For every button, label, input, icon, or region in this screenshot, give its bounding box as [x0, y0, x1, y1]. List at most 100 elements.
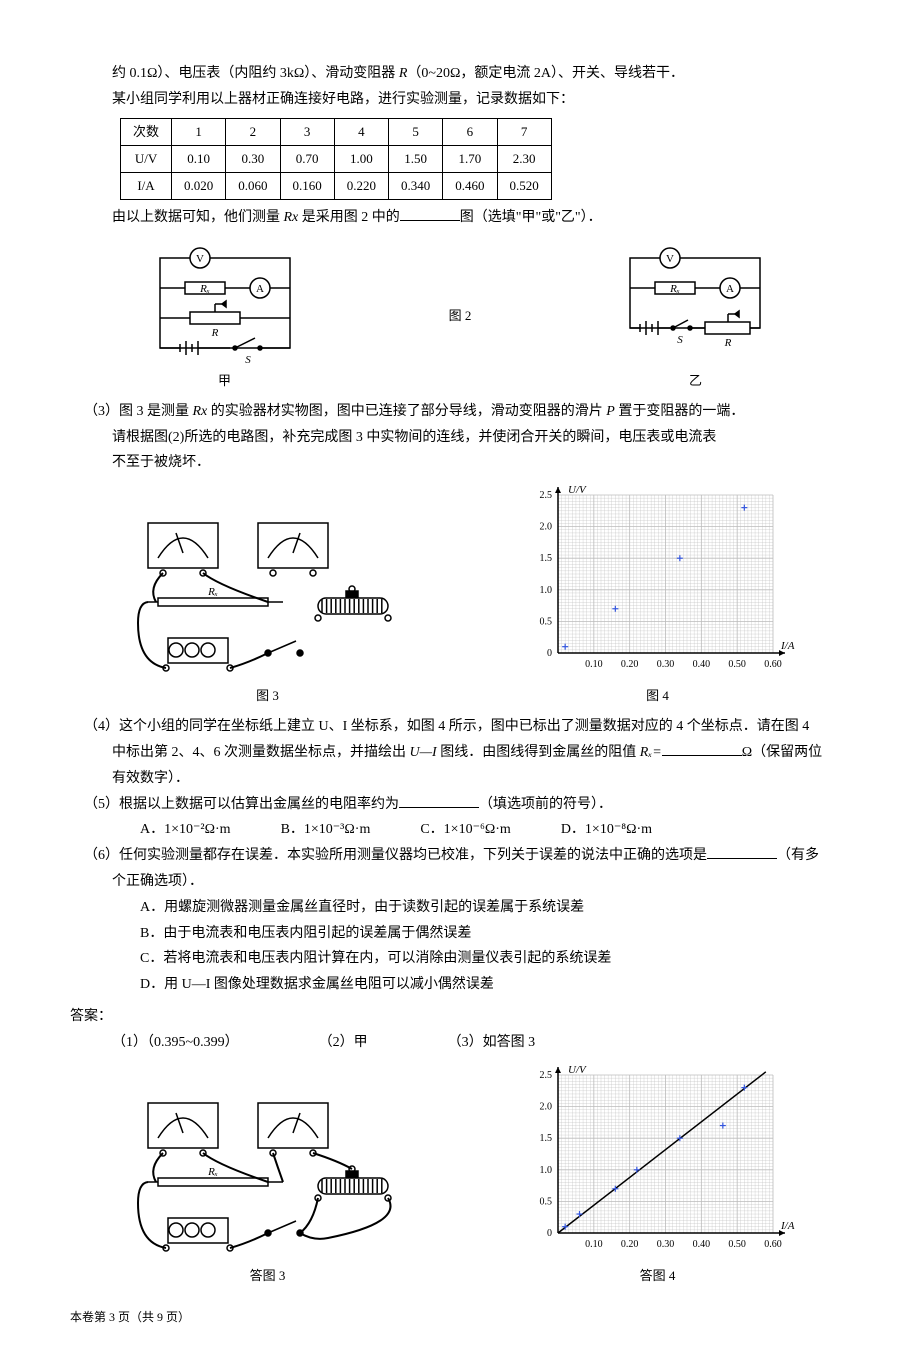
- circuit-yi: V A Rₓ S R 乙: [610, 238, 780, 392]
- ans-1: （1）（0.395~0.399）: [112, 1031, 239, 1055]
- opt-c: C．1×10⁻⁶Ω·m: [420, 818, 510, 842]
- opt-b: B．1×10⁻³Ω·m: [281, 818, 371, 842]
- s-label: S: [678, 334, 684, 346]
- svg-text:0.10: 0.10: [585, 659, 603, 670]
- q-num: （3）: [84, 404, 119, 419]
- chart-svg: 0.100.200.300.400.500.6000.51.01.52.02.5…: [513, 483, 803, 683]
- table-row: U/V 0.10 0.30 0.70 1.00 1.50 1.70 2.30: [121, 145, 552, 172]
- q6-options: A．用螺旋测微器测量金属丝直径时，由于读数引起的误差属于系统误差 B．由于电流表…: [70, 896, 850, 997]
- answers-label: 答案：: [70, 1005, 850, 1029]
- td: 1.00: [334, 145, 388, 172]
- td: 0.70: [280, 145, 334, 172]
- th: 5: [389, 118, 443, 145]
- svg-text:U/V: U/V: [568, 1064, 587, 1076]
- q5: （5）根据以上数据可以估算出金属丝的电阻率约为（填选项前的符号）．: [70, 793, 850, 817]
- td: 1.50: [389, 145, 443, 172]
- td: 0.160: [280, 172, 334, 199]
- fig3-block: Rₓ 图 3: [118, 503, 418, 707]
- fig-label-jia: 甲: [140, 370, 310, 392]
- text: 根据以上数据可以估算出金属丝的电阻率约为: [119, 797, 399, 812]
- td: 0.460: [443, 172, 497, 199]
- svg-text:0.5: 0.5: [539, 617, 552, 628]
- page-footer: 本卷第 3 页（共 9 页）: [70, 1307, 850, 1327]
- intro-text: 约 0.1Ω）、电压表（内阻约 3kΩ）、滑动变阻器: [112, 66, 399, 81]
- intro-line1: 约 0.1Ω）、电压表（内阻约 3kΩ）、滑动变阻器 R（0~20Ω，额定电流 …: [70, 62, 850, 86]
- a-label: A: [256, 283, 264, 295]
- ans-fig4-block: 0.100.200.300.400.500.6000.51.01.52.02.5…: [513, 1063, 803, 1287]
- fig4-block: 0.100.200.300.400.500.6000.51.01.52.02.5…: [513, 483, 803, 707]
- opt-d: D．用 U—I 图像处理数据求金属丝电阻可以减小偶然误差: [70, 973, 850, 997]
- svg-text:0.20: 0.20: [620, 659, 638, 670]
- text: 图 3 是测量: [119, 404, 193, 419]
- circuit-jia: V A Rₓ R S 甲: [140, 238, 310, 392]
- svg-text:Rₓ: Rₓ: [207, 586, 218, 598]
- td: 0.060: [226, 172, 280, 199]
- th: 3: [280, 118, 334, 145]
- ans-fig3-label: 答图 3: [118, 1265, 418, 1287]
- apparatus-svg: Rₓ: [118, 503, 418, 683]
- a-label: A: [726, 283, 734, 295]
- svg-text:1.5: 1.5: [539, 553, 552, 564]
- text: 的实验器材实物图，图中已连接了部分导线，滑动变阻器的滑片: [207, 404, 606, 419]
- td: I/A: [121, 172, 172, 199]
- table-header-row: 次数 1 2 3 4 5 6 7: [121, 118, 552, 145]
- s-label: S: [245, 354, 251, 366]
- svg-text:I/A: I/A: [780, 640, 795, 652]
- text: 图线．由图线得到金属丝的阻值: [437, 745, 640, 760]
- intro-text-3: 某小组同学利用以上器材正确连接好电路，进行实验测量，记录数据如下：: [112, 92, 574, 107]
- ans-fig3-block: Rₓ 答图 3: [118, 1083, 418, 1287]
- svg-text:0: 0: [547, 648, 552, 659]
- th: 4: [334, 118, 388, 145]
- svg-text:0.60: 0.60: [764, 1239, 782, 1250]
- text: 中标出第 2、4、6 次测量数据坐标点，并描绘出: [112, 745, 410, 760]
- svg-text:0.30: 0.30: [656, 659, 674, 670]
- intro-text-2: （0~20Ω，额定电流 2A）、开关、导线若干．: [407, 66, 684, 81]
- text: 图（选填"甲"或"乙"）．: [460, 210, 602, 225]
- rx-label: Rₓ: [670, 283, 681, 295]
- q2-tail: 由以上数据可知，他们测量 Rx 是采用图 2 中的图（选填"甲"或"乙"）．: [70, 206, 850, 230]
- fig4-label: 图 4: [513, 685, 803, 707]
- svg-text:1.0: 1.0: [539, 1164, 552, 1175]
- ans-2: （2）甲: [319, 1031, 368, 1055]
- circuit-yi-svg: V A Rₓ S R: [610, 238, 780, 368]
- circuit-row: V A Rₓ R S 甲 图 2: [70, 238, 850, 392]
- fig-row-34: Rₓ 图 3 0.100.200.300.400.500.6000.51.01.…: [70, 483, 850, 707]
- svg-text:0: 0: [547, 1228, 552, 1239]
- answers-row: （1）（0.395~0.399） （2）甲 （3）如答图 3: [70, 1031, 850, 1055]
- rx-label: Rₓ: [199, 283, 210, 295]
- q4-line3: 有效数字）．: [70, 767, 850, 791]
- r-label: R: [724, 337, 732, 349]
- text: （有多: [777, 848, 819, 863]
- q-num: （5）: [84, 797, 119, 812]
- text: 由以上数据可知，他们测量: [112, 210, 284, 225]
- data-table: 次数 1 2 3 4 5 6 7 U/V 0.10 0.30 0.70 1.00…: [120, 118, 552, 200]
- fig-label-yi: 乙: [610, 370, 780, 392]
- v-label: V: [196, 253, 204, 265]
- svg-text:0.20: 0.20: [620, 1239, 638, 1250]
- td: 0.220: [334, 172, 388, 199]
- rx-symbol: Rₓ=: [640, 745, 662, 760]
- td: 1.70: [443, 145, 497, 172]
- chart-ans-svg: 0.100.200.300.400.500.6000.51.01.52.02.5…: [513, 1063, 803, 1263]
- td: U/V: [121, 145, 172, 172]
- intro-line2: 某小组同学利用以上器材正确连接好电路，进行实验测量，记录数据如下：: [70, 88, 850, 112]
- footer-text: 本卷第 3 页（共 9 页）: [70, 1310, 190, 1324]
- svg-text:I/A: I/A: [780, 1220, 795, 1232]
- td: 0.520: [497, 172, 551, 199]
- svg-text:2.5: 2.5: [539, 1070, 552, 1081]
- opt-b: B．由于电流表和电压表内阻引起的误差属于偶然误差: [70, 922, 850, 946]
- fig3-label: 图 3: [118, 685, 418, 707]
- circuit-jia-svg: V A Rₓ R S: [140, 238, 310, 368]
- svg-text:2.5: 2.5: [539, 490, 552, 501]
- svg-text:2.0: 2.0: [539, 522, 552, 533]
- svg-text:Rₓ: Rₓ: [207, 1166, 218, 1178]
- q4-line2: 中标出第 2、4、6 次测量数据坐标点，并描绘出 U—I 图线．由图线得到金属丝…: [70, 741, 850, 765]
- ans-fig-row: Rₓ 答图 3 0.100.200.300.400.500.6000.51.01…: [70, 1063, 850, 1287]
- r-label: R: [210, 327, 218, 339]
- svg-text:2.0: 2.0: [539, 1101, 552, 1112]
- svg-text:0.30: 0.30: [656, 1239, 674, 1250]
- answers: 答案： （1）（0.395~0.399） （2）甲 （3）如答图 3: [70, 1005, 850, 1055]
- td: 2.30: [497, 145, 551, 172]
- text: 置于变阻器的一端．: [615, 404, 745, 419]
- q3: （3）图 3 是测量 Rx 的实验器材实物图，图中已连接了部分导线，滑动变阻器的…: [70, 400, 850, 424]
